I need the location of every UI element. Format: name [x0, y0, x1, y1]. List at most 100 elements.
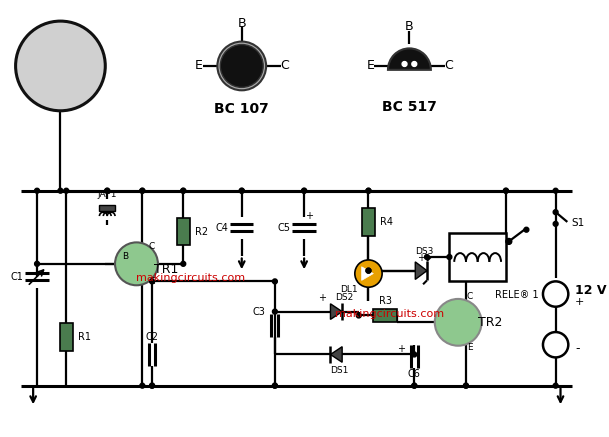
Text: R4: R4 — [380, 217, 393, 227]
Bar — [177, 218, 189, 245]
Text: BC 107: BC 107 — [214, 102, 269, 116]
Circle shape — [64, 188, 69, 193]
Text: E: E — [149, 277, 155, 286]
Circle shape — [553, 222, 558, 226]
Circle shape — [355, 260, 382, 287]
Circle shape — [150, 383, 155, 388]
Text: E: E — [195, 59, 203, 73]
Circle shape — [105, 188, 110, 193]
Text: TR2: TR2 — [478, 316, 502, 329]
Text: +: + — [575, 297, 585, 307]
Text: R3: R3 — [379, 296, 392, 306]
Circle shape — [463, 383, 468, 388]
Circle shape — [366, 268, 371, 273]
Circle shape — [140, 383, 145, 388]
Circle shape — [150, 383, 155, 388]
Polygon shape — [331, 347, 342, 362]
Bar — [60, 323, 72, 350]
Circle shape — [356, 313, 361, 318]
Circle shape — [366, 188, 371, 193]
Polygon shape — [415, 262, 427, 279]
Circle shape — [412, 383, 417, 388]
Circle shape — [181, 188, 186, 193]
Circle shape — [553, 188, 558, 193]
Circle shape — [35, 261, 40, 266]
Text: E: E — [367, 59, 375, 73]
Text: C4: C4 — [215, 223, 228, 233]
Text: JAF1: JAF1 — [97, 190, 117, 199]
Bar — [449, 232, 506, 281]
Circle shape — [301, 188, 306, 193]
Text: C5: C5 — [278, 223, 290, 233]
Text: BC 517: BC 517 — [382, 100, 437, 114]
Circle shape — [105, 188, 110, 193]
Circle shape — [220, 45, 263, 87]
Text: RELE® 1: RELE® 1 — [495, 290, 538, 300]
Circle shape — [239, 188, 244, 193]
Circle shape — [447, 255, 452, 260]
Text: makingcircuits.com: makingcircuits.com — [136, 274, 245, 284]
Circle shape — [181, 261, 186, 266]
Circle shape — [412, 62, 417, 66]
Circle shape — [217, 42, 266, 90]
Text: E: E — [467, 343, 473, 352]
Text: B: B — [238, 17, 246, 30]
Text: C1: C1 — [10, 271, 23, 281]
Text: DS1: DS1 — [330, 366, 348, 375]
Circle shape — [35, 188, 40, 193]
Text: -: - — [575, 342, 580, 355]
Text: DS2: DS2 — [335, 294, 353, 302]
Text: C: C — [444, 59, 452, 73]
Circle shape — [239, 188, 244, 193]
Circle shape — [524, 227, 529, 232]
Bar — [373, 309, 396, 323]
Circle shape — [16, 21, 105, 111]
Bar — [362, 208, 375, 236]
Circle shape — [58, 188, 63, 193]
Text: C: C — [466, 292, 473, 302]
Circle shape — [435, 299, 482, 346]
Circle shape — [412, 352, 417, 357]
Polygon shape — [362, 267, 373, 281]
Circle shape — [115, 243, 158, 285]
Bar — [99, 205, 115, 211]
Circle shape — [463, 383, 468, 388]
Circle shape — [424, 255, 429, 260]
Text: DS3: DS3 — [415, 246, 433, 256]
Text: B: B — [122, 252, 128, 260]
Circle shape — [507, 239, 512, 244]
Text: B: B — [405, 21, 414, 34]
Circle shape — [402, 62, 407, 66]
Text: R1: R1 — [78, 332, 91, 342]
Text: S1: S1 — [571, 218, 585, 228]
Text: TR1: TR1 — [153, 263, 178, 276]
Circle shape — [553, 383, 558, 388]
Circle shape — [506, 239, 512, 244]
Circle shape — [140, 188, 145, 193]
Text: makingcircuits.com: makingcircuits.com — [336, 309, 445, 319]
Circle shape — [553, 210, 558, 215]
Text: +: + — [305, 211, 313, 221]
Circle shape — [150, 279, 155, 284]
Text: C2: C2 — [146, 332, 158, 342]
Text: DL1: DL1 — [340, 284, 358, 294]
Text: +: + — [318, 293, 326, 303]
Circle shape — [543, 332, 568, 357]
Circle shape — [504, 188, 509, 193]
Circle shape — [272, 309, 277, 314]
Circle shape — [366, 188, 371, 193]
Polygon shape — [331, 304, 342, 319]
Circle shape — [504, 188, 509, 193]
Circle shape — [140, 188, 145, 193]
Circle shape — [181, 188, 186, 193]
Wedge shape — [388, 49, 431, 70]
Text: 12 V: 12 V — [575, 284, 607, 297]
Circle shape — [272, 279, 277, 284]
Circle shape — [272, 383, 277, 388]
Text: R2: R2 — [195, 227, 208, 237]
Circle shape — [301, 188, 306, 193]
Text: C: C — [149, 242, 155, 251]
Text: +: + — [396, 343, 404, 354]
Text: C: C — [280, 59, 289, 73]
Text: C3: C3 — [253, 307, 266, 316]
